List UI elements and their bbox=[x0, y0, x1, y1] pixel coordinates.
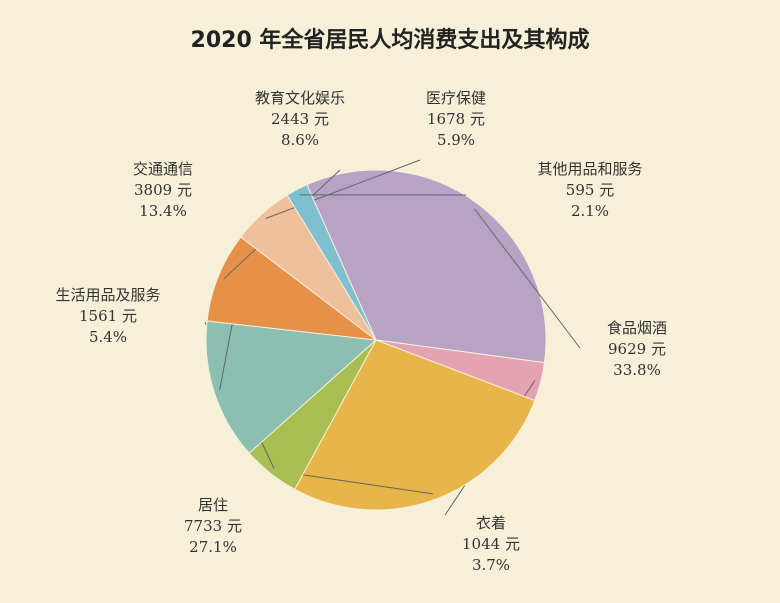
slice-label-value: 595 元 bbox=[566, 181, 614, 199]
slice-label-percent: 2.1% bbox=[571, 202, 609, 220]
slice-label-name: 交通通信 bbox=[133, 160, 193, 178]
slice-label-percent: 8.6% bbox=[281, 131, 319, 149]
pie-slice bbox=[286, 184, 377, 341]
slice-label-name: 食品烟酒 bbox=[607, 319, 667, 337]
slice-label-percent: 5.9% bbox=[437, 131, 475, 149]
slice-label-percent: 5.4% bbox=[89, 328, 127, 346]
slice-label-value: 1561 元 bbox=[79, 307, 137, 325]
slice-label-value: 2443 元 bbox=[271, 110, 329, 128]
pie-slice bbox=[205, 320, 378, 454]
leader-line bbox=[265, 159, 421, 219]
pie-slice bbox=[206, 236, 378, 341]
slice-label-value: 9629 元 bbox=[608, 340, 666, 358]
chart-title: 2020 年全省居民人均消费支出及其构成 bbox=[190, 28, 590, 53]
slice-label-name: 教育文化娱乐 bbox=[255, 89, 345, 107]
slice-label-percent: 3.7% bbox=[472, 556, 510, 574]
slice-label-percent: 27.1% bbox=[189, 538, 237, 556]
pie-slice bbox=[294, 339, 536, 511]
slice-label-percent: 13.4% bbox=[139, 202, 187, 220]
slice-label-name: 其他用品和服务 bbox=[537, 160, 642, 178]
leader-line bbox=[473, 208, 581, 349]
slice-label-name: 生活用品及服务 bbox=[55, 286, 160, 304]
slice-label-value: 1678 元 bbox=[427, 110, 485, 128]
slice-label-name: 居住 bbox=[198, 496, 228, 514]
slice-label-value: 7733 元 bbox=[184, 517, 242, 535]
slice-label-percent: 33.8% bbox=[613, 361, 661, 379]
slice-label-value: 1044 元 bbox=[462, 535, 520, 553]
pie-slice bbox=[306, 169, 547, 364]
slice-label-name: 医疗保健 bbox=[426, 89, 486, 107]
slice-label-value: 3809 元 bbox=[134, 181, 192, 199]
slice-label-name: 衣着 bbox=[476, 514, 506, 532]
